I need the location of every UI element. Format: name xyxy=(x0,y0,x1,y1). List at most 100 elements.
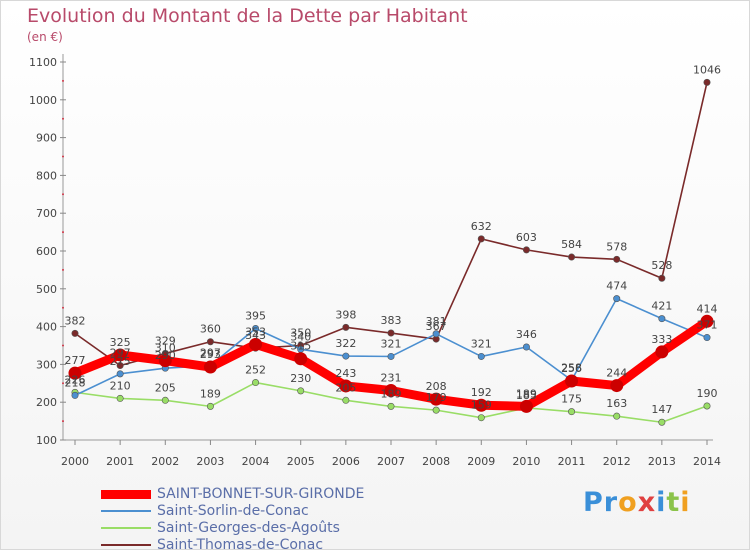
logo-letter: i xyxy=(680,487,691,518)
y-minor-tick xyxy=(62,344,64,347)
data-point xyxy=(432,330,440,338)
logo-letter: t xyxy=(666,487,681,518)
data-label: 208 xyxy=(426,380,447,393)
data-label: 179 xyxy=(426,391,447,404)
data-label: 290 xyxy=(155,349,176,362)
legend-item: Saint-Georges-des-Agoûts xyxy=(101,520,340,536)
logo-letter: o xyxy=(618,487,638,518)
data-point xyxy=(429,392,443,406)
data-label: 322 xyxy=(335,337,356,350)
y-tick-label: 1100 xyxy=(29,56,57,69)
data-point xyxy=(113,348,127,362)
x-tick-label: 2003 xyxy=(196,455,224,468)
data-label: 231 xyxy=(381,371,402,384)
legend-label: Saint-Sorlin-de-Conac xyxy=(157,503,309,519)
data-label: 163 xyxy=(606,397,627,410)
y-minor-tick xyxy=(62,231,64,234)
proxiti-logo: Proxiti xyxy=(583,487,691,518)
data-label: 230 xyxy=(290,372,311,385)
data-point xyxy=(519,399,533,413)
data-point xyxy=(342,323,350,331)
data-point xyxy=(477,235,485,243)
data-label: 190 xyxy=(697,387,718,400)
data-label: 584 xyxy=(561,238,582,251)
data-point xyxy=(294,352,308,366)
data-point xyxy=(387,329,395,337)
data-point xyxy=(658,315,666,323)
data-point xyxy=(613,412,621,420)
data-label: 1046 xyxy=(693,63,721,76)
y-minor-tick xyxy=(62,268,64,271)
data-point xyxy=(703,334,711,342)
data-label: 395 xyxy=(245,309,266,322)
y-minor-tick xyxy=(62,306,64,309)
data-label: 398 xyxy=(335,308,356,321)
data-point xyxy=(658,274,666,282)
data-point xyxy=(658,418,666,426)
data-label: 205 xyxy=(155,381,176,394)
y-minor-tick xyxy=(62,79,64,82)
x-tick-label: 2010 xyxy=(512,455,540,468)
data-point xyxy=(387,402,395,410)
data-point xyxy=(655,345,669,359)
data-label: 333 xyxy=(651,333,672,346)
x-tick-label: 2005 xyxy=(287,455,315,468)
data-point xyxy=(203,360,217,374)
y-tick-label: 600 xyxy=(36,245,57,258)
y-tick-label: 800 xyxy=(36,169,57,182)
data-point xyxy=(158,354,172,368)
legend-swatch xyxy=(101,510,151,512)
x-tick-label: 2002 xyxy=(151,455,179,468)
x-tick-label: 2001 xyxy=(106,455,134,468)
data-label: 258 xyxy=(561,361,582,374)
data-label: 244 xyxy=(606,367,627,380)
data-label: 382 xyxy=(65,314,86,327)
data-label: 360 xyxy=(200,323,221,336)
x-tick-label: 2006 xyxy=(332,455,360,468)
x-tick-label: 2013 xyxy=(648,455,676,468)
legend-swatch xyxy=(101,544,151,546)
x-tick-label: 2014 xyxy=(693,455,721,468)
x-tick-label: 2012 xyxy=(603,455,631,468)
y-tick-label: 900 xyxy=(36,132,57,145)
chart-title: Evolution du Montant de la Dette par Hab… xyxy=(27,5,468,27)
data-label: 175 xyxy=(561,393,582,406)
data-label: 474 xyxy=(606,280,627,293)
y-tick-label: 100 xyxy=(36,434,57,447)
y-tick-label: 200 xyxy=(36,396,57,409)
data-label: 340 xyxy=(290,330,311,343)
y-minor-tick xyxy=(62,193,64,196)
y-tick-label: 500 xyxy=(36,283,57,296)
y-tick-label: 700 xyxy=(36,207,57,220)
data-point xyxy=(613,295,621,303)
data-label: 325 xyxy=(110,336,131,349)
data-point xyxy=(342,396,350,404)
data-label: 528 xyxy=(651,259,672,272)
data-label: 185 xyxy=(516,389,537,402)
data-label: 243 xyxy=(335,367,356,380)
y-minor-tick xyxy=(62,117,64,120)
data-point xyxy=(565,374,579,388)
data-label: 205 xyxy=(335,381,356,394)
x-tick-label: 2011 xyxy=(558,455,586,468)
data-label: 371 xyxy=(697,319,718,332)
data-point xyxy=(474,398,488,412)
data-label: 353 xyxy=(245,325,266,338)
data-point xyxy=(68,366,82,380)
data-label: 189 xyxy=(516,387,537,400)
x-tick-label: 2004 xyxy=(242,455,270,468)
y-tick-label: 400 xyxy=(36,321,57,334)
logo-letter: P xyxy=(583,487,604,518)
data-label: 310 xyxy=(155,342,176,355)
data-point xyxy=(116,394,124,402)
data-label: 343 xyxy=(245,329,266,342)
legend-label: Saint-Thomas-de-Conac xyxy=(157,537,324,553)
data-point xyxy=(252,324,260,332)
data-point xyxy=(700,314,714,328)
data-point xyxy=(206,402,214,410)
data-label: 226 xyxy=(65,373,86,386)
data-label: 297 xyxy=(200,347,221,360)
data-label: 189 xyxy=(200,387,221,400)
data-point xyxy=(71,329,79,337)
